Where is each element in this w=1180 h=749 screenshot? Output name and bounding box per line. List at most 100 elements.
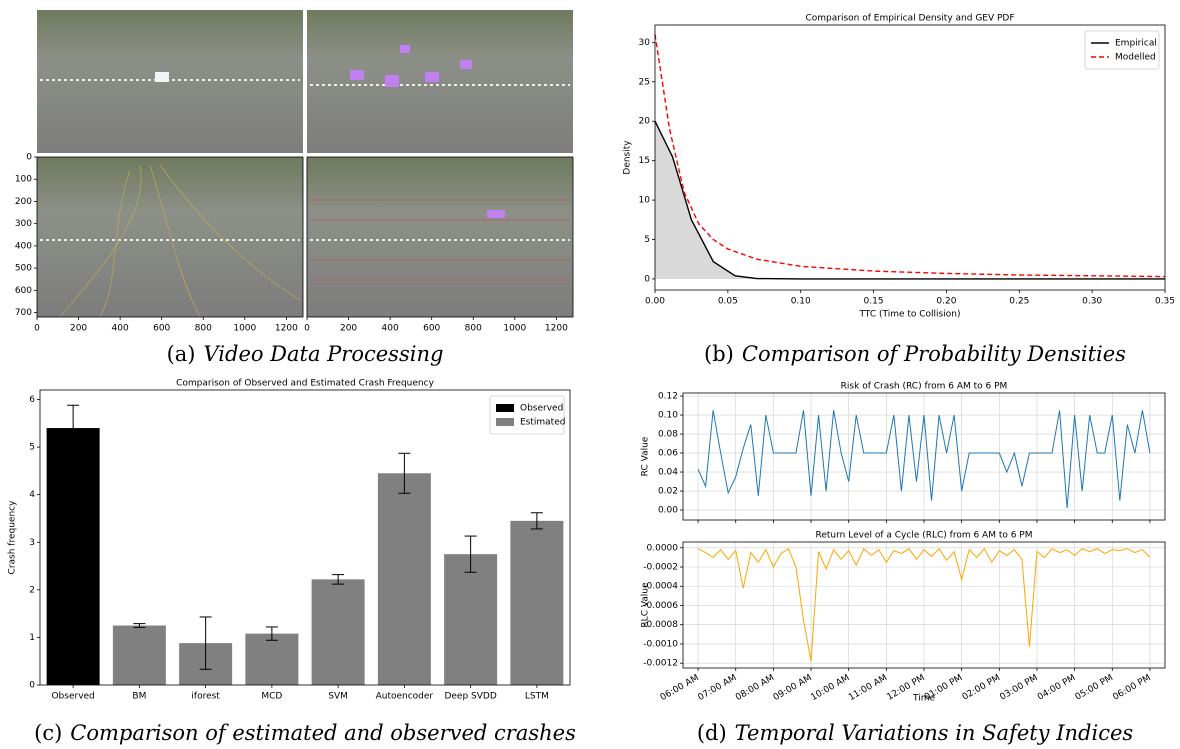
x-tick-label: iforest [191,692,220,702]
y-tick-label: 1 [29,633,35,643]
bar [510,521,563,685]
x-tick-label: 06:00 AM [659,673,701,703]
x-tick-label: 1000 [503,324,526,334]
x-tick-label: 03:00 PM [998,673,1039,703]
y-tick-label: 200 [15,197,32,207]
y-tick-label: 500 [15,264,32,274]
x-tick-label: Observed [51,692,94,702]
figure: (a)Video Data Processing (b)Comparison o… [0,0,1180,749]
caption: (c)Comparison of estimated and observed … [34,721,576,745]
y-tick-label: 0 [644,274,650,284]
chart-title: Return Level of a Cycle (RLC) from 6 AM … [816,531,1033,541]
y-axis-label: RC Value [641,436,651,476]
caption: (b)Comparison of Probability Densities [704,342,1126,366]
legend-label: Empirical [1115,39,1157,49]
y-tick-label: 5 [644,235,650,245]
y-tick-label: 30 [639,38,651,48]
x-tick-label: 10:00 AM [809,673,851,703]
chart: 0.0000-0.0002-0.0004-0.0006-0.0008-0.001… [641,531,1166,704]
legend-label: Observed [520,404,563,414]
x-tick-label: 600 [423,324,440,334]
x-axis-label: TTC (Time to Collision) [859,310,961,320]
y-tick-label: 3 [29,538,35,548]
x-tick-label: 600 [153,324,170,334]
x-tick-label: 04:00 PM [1036,673,1077,703]
legend-swatch [496,404,514,412]
x-tick-label: 0 [34,324,40,334]
video-frames [37,10,573,317]
legend-label: Modelled [1115,53,1156,63]
x-tick-label: 0.00 [645,297,665,307]
y-tick-label: 25 [639,77,650,87]
video-frame [307,157,573,317]
x-tick-label: 800 [195,324,212,334]
y-tick-label: 5 [29,443,35,453]
x-tick-label: BM [132,692,146,702]
chart-title: Comparison of Observed and Estimated Cra… [176,379,434,389]
y-tick-label: 0.0000 [647,543,679,553]
x-tick-label: 0.35 [1155,297,1175,307]
x-tick-label: SVM [328,692,348,702]
y-tick-label: 0.04 [658,468,678,478]
y-tick-label: 0.08 [658,430,678,440]
y-tick-label: 0 [26,153,32,163]
y-tick-label: -0.0002 [643,563,678,573]
y-tick-label: 300 [15,219,32,229]
chart: 0510152025300.000.050.100.150.200.250.30… [623,14,1176,320]
legend-box [1085,31,1159,69]
x-tick-label: 200 [340,324,357,334]
y-tick-label: -0.0010 [643,639,678,649]
x-tick-label: 1200 [275,324,298,334]
legend-label: Estimated [520,418,565,428]
y-tick-label: 20 [639,117,651,127]
x-tick-label: 400 [382,324,399,334]
y-tick-label: 100 [15,175,32,185]
y-tick-label: 0 [29,681,35,691]
y-tick-label: 700 [15,308,32,318]
x-tick-label: 05:00 PM [1074,673,1115,703]
vehicle [155,72,169,82]
y-axis-label: Density [623,140,633,175]
line [655,121,1165,279]
caption: (a)Video Data Processing [167,342,444,366]
x-tick-label: 1200 [545,324,568,334]
x-tick-label: 0.15 [864,297,884,307]
bar [47,428,100,685]
x-tick-label: 0.30 [1082,297,1102,307]
bar [245,634,298,685]
bar [444,554,497,685]
x-axis-label: Time [912,694,935,704]
bar [312,579,365,685]
x-tick-label: 1000 [233,324,256,334]
x-tick-label: 0.20 [936,297,956,307]
x-tick-label: 08:00 AM [734,673,776,703]
x-tick-label: LSTM [525,692,549,702]
chart-title: Risk of Crash (RC) from 6 AM to 6 PM [841,382,1008,392]
y-tick-label: 2 [29,585,35,595]
bar [113,626,166,685]
y-tick-label: 10 [639,196,651,206]
y-tick-label: 0.12 [658,392,678,402]
y-axis-label: Crash frequency [8,500,18,575]
y-tick-label: 6 [29,395,35,405]
video-frame [37,10,303,153]
y-tick-label: 0.00 [658,506,678,516]
caption: (d)Temporal Variations in Safety Indices [697,721,1134,745]
video-frame [37,157,303,317]
legend-box [490,396,564,434]
legend-swatch [496,418,514,426]
x-tick-label: MCD [261,692,282,702]
x-tick-label: 200 [70,324,87,334]
chart-title: Comparison of Empirical Density and GEV … [805,14,1014,24]
y-tick-label: 0.10 [658,411,678,421]
x-tick-label: Deep SVDD [444,692,496,702]
y-tick-label: 400 [15,241,32,251]
area [655,121,1165,279]
y-tick-label: 0.02 [658,487,678,497]
y-tick-label: -0.0012 [643,659,678,669]
y-axis-label: RLC Value [641,582,651,628]
x-tick-label: 07:00 AM [696,673,738,703]
bar [378,473,431,685]
